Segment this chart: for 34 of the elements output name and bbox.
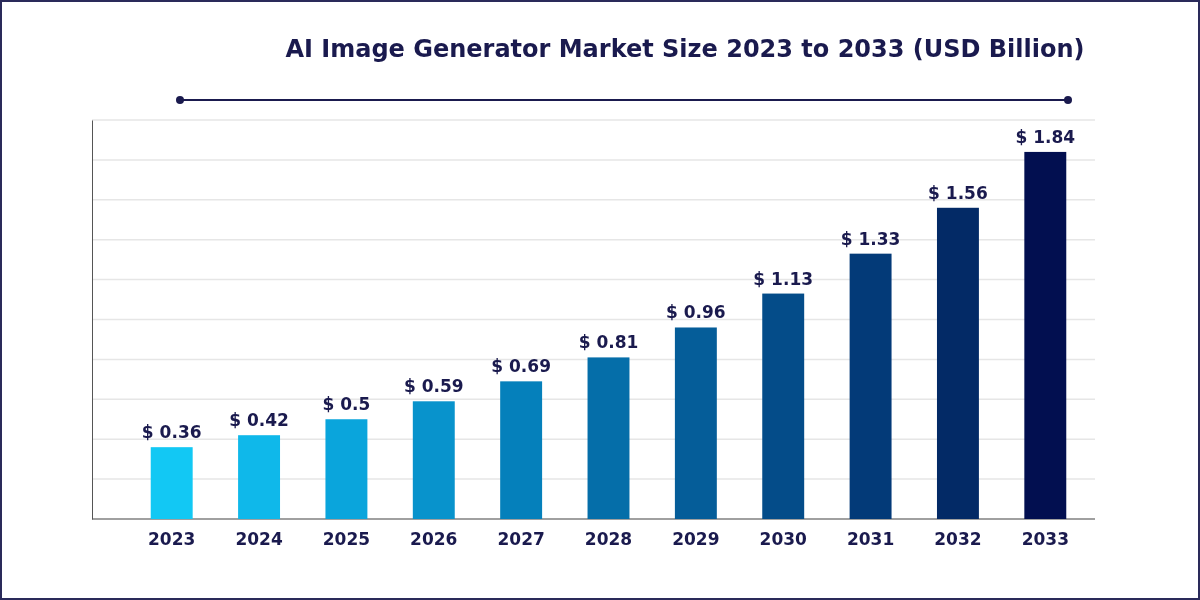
- bar: [1024, 151, 1067, 519]
- bar: [936, 207, 979, 519]
- x-tick-label: 2023: [148, 529, 196, 550]
- data-label: $ 0.81: [578, 332, 639, 353]
- x-tick-label: 2024: [235, 529, 283, 550]
- data-label: $ 0.96: [666, 302, 726, 323]
- x-tick-label: 2031: [846, 529, 895, 550]
- x-tick-label: 2027: [497, 529, 545, 550]
- bar: [674, 327, 717, 519]
- x-tick-label: 2025: [322, 529, 371, 550]
- x-tick-label: 2030: [759, 529, 808, 550]
- data-label: $ 0.36: [141, 422, 202, 443]
- data-label: $ 1.84: [1015, 126, 1076, 147]
- bar: [325, 419, 368, 519]
- bar: [849, 253, 892, 519]
- data-label: $ 0.5: [322, 394, 371, 415]
- data-label: $ 1.33: [840, 228, 901, 249]
- bar: [412, 401, 455, 519]
- bar: [238, 435, 281, 519]
- x-tick-label: 2029: [672, 529, 720, 550]
- bar: [762, 293, 805, 519]
- x-tick-label: 2033: [1021, 529, 1069, 550]
- bar: [500, 381, 543, 519]
- bar: [587, 357, 630, 519]
- data-label: $ 0.42: [229, 410, 289, 431]
- bar: [150, 447, 193, 519]
- data-label: $ 0.59: [403, 376, 464, 397]
- x-tick-label: 2032: [934, 529, 982, 550]
- data-label: $ 1.13: [753, 268, 814, 289]
- x-tick-label: 2026: [410, 529, 458, 550]
- data-label: $ 1.56: [928, 182, 988, 203]
- x-tick-label: 2028: [584, 529, 633, 550]
- chart-title: AI Image Generator Market Size 2023 to 2033 (USD Billion): [285, 35, 1085, 63]
- data-label: $ 0.69: [491, 356, 551, 377]
